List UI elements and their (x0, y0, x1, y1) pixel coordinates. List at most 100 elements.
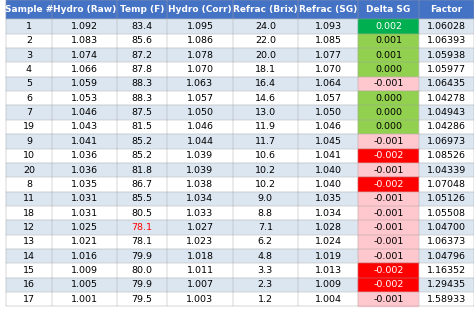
Bar (6, 192, 52, 206)
Bar (233, 163, 298, 177)
Text: 0.000: 0.000 (375, 65, 402, 74)
Bar (358, 206, 419, 220)
Bar (419, 149, 474, 163)
Text: -0.001: -0.001 (374, 209, 404, 217)
Text: 14: 14 (23, 252, 35, 261)
Text: 1.059: 1.059 (71, 80, 98, 88)
Text: 20: 20 (23, 166, 35, 174)
Bar (358, 292, 419, 306)
Bar (6, 105, 52, 120)
Bar (167, 0, 233, 19)
Bar (6, 249, 52, 263)
Text: 0.000: 0.000 (375, 108, 402, 117)
Text: -0.001: -0.001 (374, 194, 404, 203)
Text: 3.3: 3.3 (258, 266, 273, 275)
Bar (117, 149, 167, 163)
Text: 1.043: 1.043 (71, 123, 98, 131)
Text: 11: 11 (23, 194, 35, 203)
Bar (167, 177, 233, 192)
Text: 1.04278: 1.04278 (427, 94, 466, 103)
Bar (233, 34, 298, 48)
Bar (298, 62, 358, 77)
Bar (167, 120, 233, 134)
Text: 13: 13 (23, 237, 35, 246)
Text: 1.039: 1.039 (186, 151, 213, 160)
Bar (6, 0, 52, 19)
Text: 2.3: 2.3 (258, 280, 273, 289)
Text: 0.000: 0.000 (375, 94, 402, 103)
Bar (167, 278, 233, 292)
Bar (6, 34, 52, 48)
Bar (419, 0, 474, 19)
Text: 1.039: 1.039 (186, 166, 213, 174)
Bar (167, 206, 233, 220)
Text: 18.1: 18.1 (255, 65, 276, 74)
Text: 1.04286: 1.04286 (427, 123, 466, 131)
Text: 11.9: 11.9 (255, 123, 276, 131)
Text: 7: 7 (26, 108, 32, 117)
Text: 1.018: 1.018 (186, 252, 213, 261)
Bar (52, 163, 117, 177)
Bar (117, 120, 167, 134)
Text: 88.3: 88.3 (132, 94, 153, 103)
Bar (117, 19, 167, 34)
Bar (233, 292, 298, 306)
Bar (233, 249, 298, 263)
Bar (358, 120, 419, 134)
Bar (167, 105, 233, 120)
Bar (358, 34, 419, 48)
Text: 1.070: 1.070 (315, 65, 342, 74)
Bar (52, 134, 117, 149)
Bar (167, 220, 233, 235)
Bar (52, 149, 117, 163)
Bar (233, 263, 298, 278)
Text: 1.024: 1.024 (315, 237, 342, 246)
Bar (298, 120, 358, 134)
Text: 85.2: 85.2 (132, 137, 153, 146)
Bar (233, 0, 298, 19)
Bar (419, 278, 474, 292)
Bar (117, 0, 167, 19)
Bar (6, 278, 52, 292)
Bar (298, 163, 358, 177)
Text: 1.057: 1.057 (315, 94, 342, 103)
Text: 15: 15 (23, 266, 35, 275)
Bar (233, 134, 298, 149)
Text: 1.011: 1.011 (186, 266, 213, 275)
Text: 0.001: 0.001 (375, 37, 402, 45)
Bar (233, 19, 298, 34)
Bar (298, 206, 358, 220)
Text: 1.2: 1.2 (258, 295, 273, 304)
Text: 85.5: 85.5 (132, 194, 153, 203)
Text: 78.1: 78.1 (132, 237, 153, 246)
Bar (117, 34, 167, 48)
Bar (298, 19, 358, 34)
Text: 1.063: 1.063 (186, 80, 213, 88)
Bar (298, 48, 358, 62)
Bar (52, 278, 117, 292)
Text: 5: 5 (26, 80, 32, 88)
Text: 17: 17 (23, 295, 35, 304)
Text: 1.074: 1.074 (71, 51, 98, 60)
Bar (117, 163, 167, 177)
Text: Hydro (Corr): Hydro (Corr) (168, 5, 232, 14)
Bar (358, 192, 419, 206)
Text: 1.29435: 1.29435 (427, 280, 466, 289)
Text: 1.045: 1.045 (315, 137, 342, 146)
Text: 1.070: 1.070 (186, 65, 213, 74)
Bar (117, 48, 167, 62)
Bar (52, 77, 117, 91)
Bar (52, 263, 117, 278)
Bar (419, 19, 474, 34)
Text: 1.027: 1.027 (186, 223, 213, 232)
Bar (117, 249, 167, 263)
Text: 1.036: 1.036 (71, 151, 98, 160)
Text: 1.06435: 1.06435 (427, 80, 466, 88)
Bar (167, 134, 233, 149)
Bar (52, 192, 117, 206)
Bar (6, 263, 52, 278)
Bar (419, 263, 474, 278)
Text: Sample #: Sample # (5, 5, 53, 14)
Bar (52, 105, 117, 120)
Text: Delta SG: Delta SG (366, 5, 410, 14)
